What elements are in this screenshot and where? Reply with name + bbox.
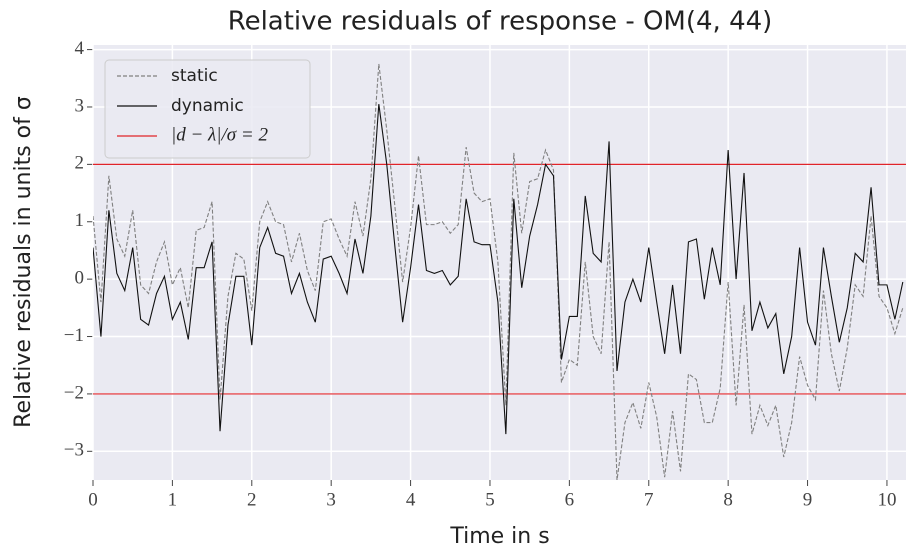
x-tick-label: 6 xyxy=(565,489,575,510)
x-tick-label: 3 xyxy=(326,489,336,510)
x-tick-label: 0 xyxy=(88,489,98,510)
x-tick-label: 8 xyxy=(723,489,733,510)
series-line xyxy=(93,104,904,435)
x-tick-label: 10 xyxy=(877,489,896,510)
y-tick-label: 3 xyxy=(75,95,85,116)
y-tick-label: 1 xyxy=(75,210,85,231)
legend-label: static xyxy=(171,66,218,86)
y-tick-label: −2 xyxy=(64,382,84,403)
y-tick-label: −3 xyxy=(64,440,84,461)
y-tick-label: 4 xyxy=(75,38,85,59)
x-axis-label: Time in s xyxy=(449,524,549,549)
x-tick-label: 7 xyxy=(644,489,654,510)
y-tick-label: 2 xyxy=(75,153,85,174)
legend-box xyxy=(104,59,311,159)
x-tick-label: 9 xyxy=(803,489,813,510)
x-tick-label: 1 xyxy=(168,489,178,510)
series-line xyxy=(93,63,904,480)
chart-title: Relative residuals of response - OM(4, 4… xyxy=(228,7,773,37)
legend-label: |d − λ|/σ = 2 xyxy=(171,124,268,145)
x-tick-label: 4 xyxy=(406,489,416,510)
y-tick-label: 0 xyxy=(75,268,85,289)
legend-label: dynamic xyxy=(171,96,244,116)
y-tick-label: −1 xyxy=(64,325,84,346)
x-tick-label: 5 xyxy=(485,489,495,510)
x-tick-label: 2 xyxy=(247,489,257,510)
y-axis-label: Relative residuals in units of σ xyxy=(11,96,36,428)
